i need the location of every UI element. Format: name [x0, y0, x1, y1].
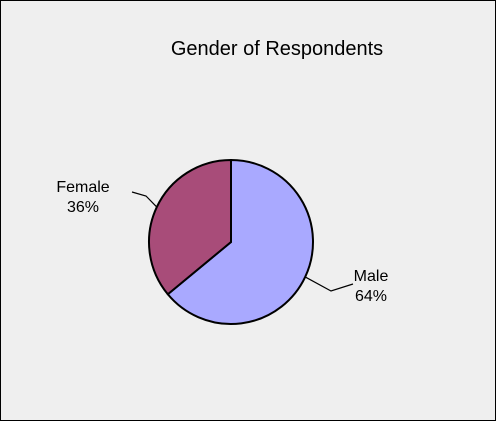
slice-value-female: 36%: [67, 199, 99, 216]
slice-label-male: Male: [354, 268, 389, 285]
slice-label-female: Female: [56, 179, 109, 196]
chart-title: Gender of Respondents: [171, 38, 383, 60]
leader-lines: [131, 191, 354, 292]
leader-line-female: [131, 191, 158, 208]
pie-slices: [148, 158, 314, 325]
slice-labels: Male 64% Female 36%: [56, 179, 388, 305]
pie-slice-female: [148, 158, 232, 296]
slice-value-male: 64%: [355, 288, 387, 305]
leader-line-male: [304, 276, 354, 292]
pie-slice-male: [166, 158, 314, 325]
